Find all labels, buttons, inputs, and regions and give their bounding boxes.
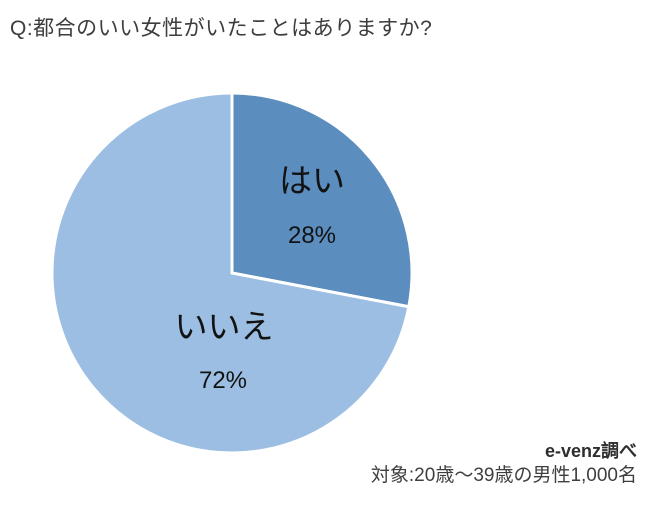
footer: e-venz調べ 対象:20歳〜39歳の男性1,000名 — [371, 439, 637, 489]
slice-no-label: いいえ — [174, 308, 274, 345]
pie-slice-no — [50, 91, 411, 455]
slice-yes-percent: 28% — [287, 222, 337, 249]
slice-no-percent: 72% — [198, 367, 248, 394]
survey-audience: 対象:20歳〜39歳の男性1,000名 — [370, 465, 637, 487]
survey-source: e-venz調べ — [544, 441, 637, 461]
pie-slice-yes — [230, 91, 414, 309]
slice-yes-label: はい — [279, 162, 345, 199]
chart-title: Q:都合のいい女性がいたことはありますか? — [10, 17, 433, 40]
